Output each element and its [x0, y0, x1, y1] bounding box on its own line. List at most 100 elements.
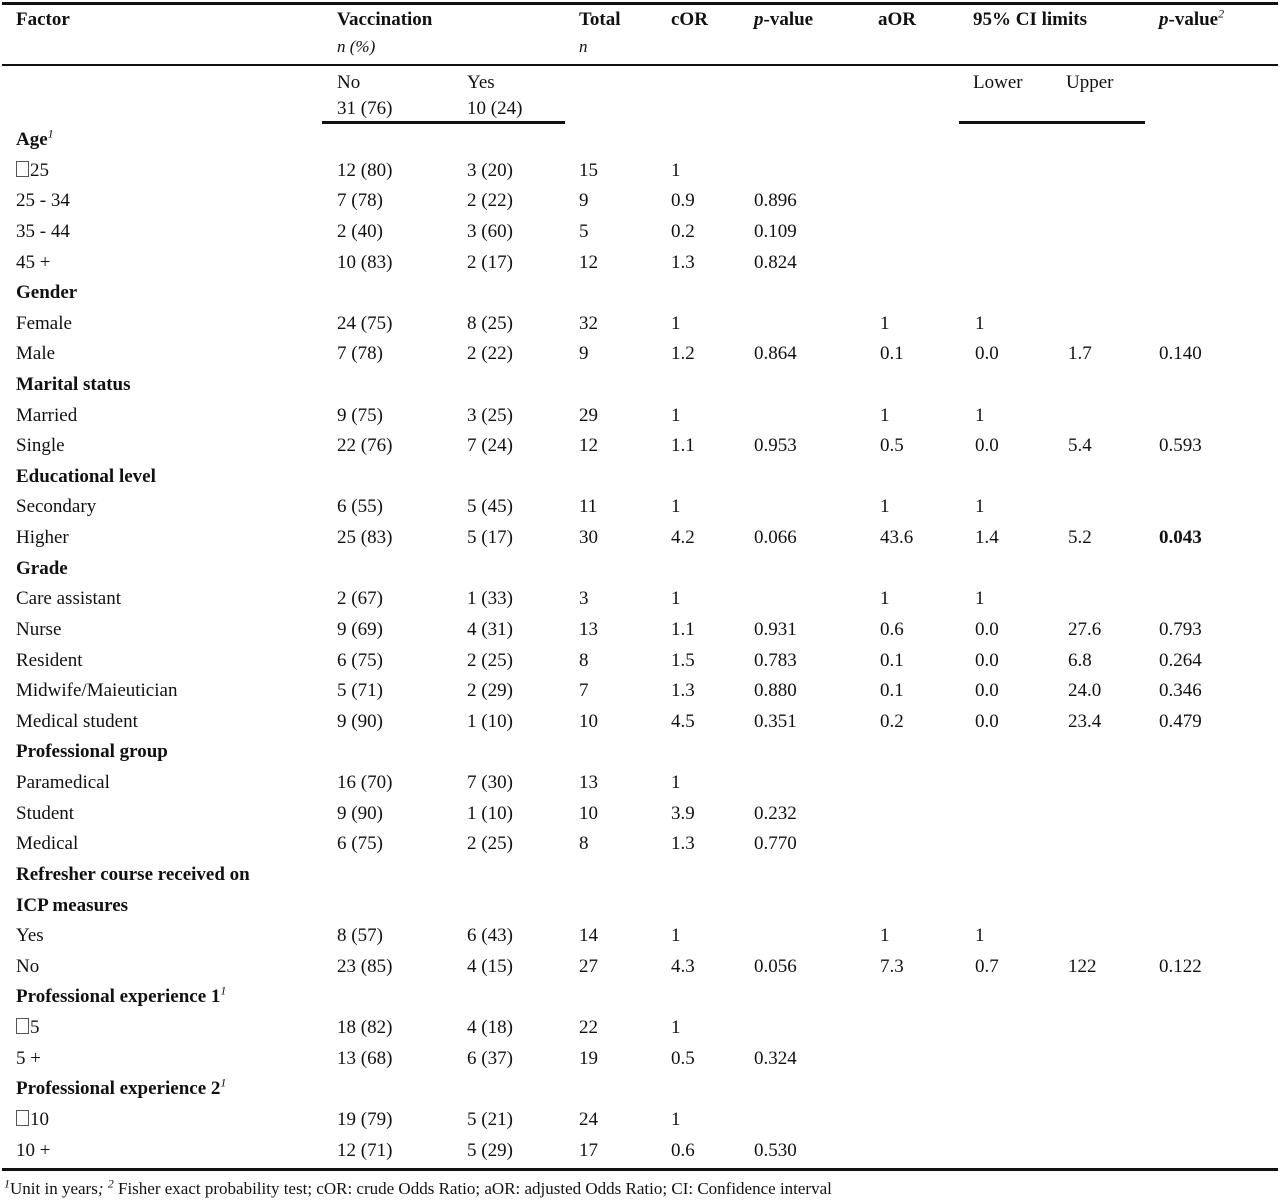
cell-aor: 7.3: [880, 955, 904, 977]
cell-aor: 1: [880, 588, 890, 610]
cell-total: 8: [579, 649, 589, 671]
cell-lower: 0.0: [975, 618, 999, 640]
cell-yes: 2 (22): [467, 343, 513, 365]
group-heading: Age1: [16, 128, 54, 151]
cell-yes: 4 (31): [467, 618, 513, 640]
cell-no: 18 (82): [337, 1017, 393, 1038]
footnote-sep: ;: [97, 1179, 104, 1198]
cell-p2: 0.140: [1159, 343, 1202, 365]
cell-p2: 0.793: [1159, 618, 1202, 640]
cell-no: 2 (67): [337, 588, 383, 610]
cell-aor: 0.1: [880, 649, 904, 671]
header-p2-rest: -value: [1168, 9, 1219, 30]
cell-aor: 0.6: [880, 618, 904, 640]
cell-no: 10 (83): [337, 251, 393, 273]
row-label-text: ICP measures: [16, 894, 129, 916]
cell-no: 2 (40): [337, 220, 383, 242]
cell-yes: 8 (25): [467, 312, 513, 334]
cell-cor: 3.9: [671, 802, 695, 824]
cell-cor: 1.1: [671, 618, 695, 640]
row-label: 45 +: [16, 252, 50, 274]
row-label-sup: 1: [220, 984, 227, 999]
row-label-text: Medical: [16, 833, 79, 855]
ci-spanner-rule: [959, 121, 1145, 124]
cell-no: 9 (90): [337, 710, 383, 732]
row-label-text: Care assistant: [16, 588, 122, 610]
group-heading: Refresher course received on: [16, 864, 250, 886]
row-label-text: Medical student: [16, 710, 138, 732]
row-label-text: Yes: [16, 925, 44, 947]
cell-total: 27: [579, 955, 598, 977]
cell-p: 0.109: [754, 220, 797, 242]
row-label-text: Female: [16, 312, 72, 334]
row-label: Higher: [16, 527, 69, 549]
row-label-text: Gender: [16, 282, 78, 304]
row-label: Married: [16, 405, 77, 427]
cell-p: 0.351: [754, 710, 797, 732]
cell-total: 7: [579, 680, 589, 702]
cell-p: 0.953: [754, 435, 797, 457]
cell-p2: 0.346: [1159, 680, 1202, 702]
cell-no: 9 (69): [337, 618, 383, 640]
row-label: 5: [16, 1017, 40, 1039]
cell-yes: 7 (30): [467, 772, 513, 793]
row-label-text: Professional group: [16, 741, 168, 763]
cell-p: 0.896: [754, 190, 797, 212]
cell-cor: 1.3: [671, 251, 695, 273]
cell-total: 11: [579, 496, 598, 518]
footnote: 1Unit in years; 2 Fisher exact probabili…: [4, 1177, 832, 1200]
row-label: Secondary: [16, 496, 96, 518]
cell-yes: 2 (17): [467, 251, 513, 273]
cell-total: 22: [579, 1017, 598, 1038]
subheader-yes-count: 10 (24): [467, 98, 523, 119]
cell-yes: 5 (45): [467, 496, 513, 518]
cell-p2: 0.264: [1159, 649, 1202, 671]
row-label-text: 5 +: [16, 1047, 41, 1069]
cell-aor: 43.6: [880, 527, 914, 549]
cell-aor: 0.1: [880, 680, 904, 702]
cell-lower: 1: [975, 588, 985, 610]
cell-lower: 1: [975, 404, 985, 426]
row-label: Resident: [16, 650, 83, 672]
cell-yes: 7 (24): [467, 435, 513, 457]
cell-lower: 0.0: [975, 680, 999, 702]
cell-cor: 4.3: [671, 955, 695, 977]
row-label: Nurse: [16, 619, 61, 641]
cell-p: 0.931: [754, 618, 797, 640]
cell-p: 0.232: [754, 802, 797, 824]
cell-upper: 27.6: [1068, 618, 1102, 640]
cell-p2: 0.593: [1159, 435, 1202, 457]
footnote-text-2: Fisher exact probability test; cOR: crud…: [113, 1179, 832, 1198]
cell-no: 6 (75): [337, 833, 383, 855]
row-label-text: 25 - 34: [16, 190, 70, 212]
cell-total: 9: [579, 343, 589, 365]
cell-cor: 1.3: [671, 680, 695, 702]
cell-no: 13 (68): [337, 1047, 393, 1069]
row-label-text: Student: [16, 802, 75, 824]
header-vaccination: Vaccination: [337, 9, 433, 30]
cell-cor: 1.1: [671, 435, 695, 457]
cell-p2: 0.479: [1159, 710, 1202, 732]
subheader-lower: Lower: [973, 72, 1023, 93]
cell-yes: 3 (20): [467, 159, 513, 181]
cell-aor: 1: [880, 404, 890, 426]
row-label: Single: [16, 435, 65, 457]
cell-cor: 1: [671, 772, 681, 793]
cell-yes: 5 (29): [467, 1139, 513, 1161]
cell-aor: 1: [880, 496, 890, 518]
cell-cor: 1: [671, 496, 681, 518]
row-label: 5 +: [16, 1048, 41, 1070]
header-p-italic: p: [754, 9, 764, 30]
group-heading: Professional group: [16, 741, 168, 763]
cell-no: 19 (79): [337, 1108, 393, 1130]
less-than-symbol-box: [16, 1109, 29, 1126]
cell-p: 0.530: [754, 1139, 797, 1161]
cell-cor: 1: [671, 588, 681, 610]
header-p2-italic: p: [1159, 9, 1169, 30]
cell-yes: 1 (10): [467, 710, 513, 732]
cell-cor: 0.2: [671, 220, 695, 242]
cell-upper: 23.4: [1068, 710, 1102, 732]
row-label-text: 35 - 44: [16, 220, 70, 242]
row-label: Medical: [16, 833, 78, 855]
